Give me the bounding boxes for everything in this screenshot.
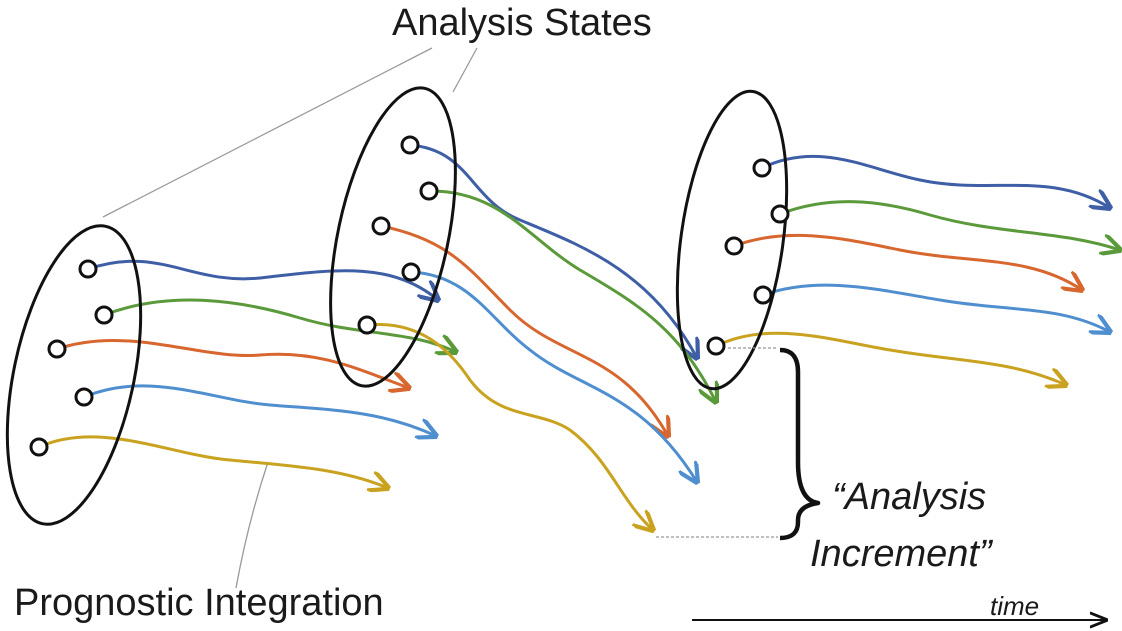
trajectory-orange-3 — [733, 233, 1082, 290]
member-dot — [78, 259, 98, 279]
trajectory-yellow-3 — [715, 331, 1066, 385]
analysis-increment-label-line1: “Analysis — [832, 476, 987, 518]
prognostic-integration-label: Prognostic Integration — [14, 582, 384, 624]
member-dot — [371, 216, 391, 236]
member-dot — [724, 236, 744, 256]
trajectory-blue-1 — [87, 259, 438, 300]
trajectory-lightblue-2 — [410, 270, 697, 482]
trajectory-orange-2 — [380, 224, 668, 436]
analysis-state-ellipse-3 — [675, 89, 789, 391]
ensemble-dots — [29, 135, 790, 457]
trajectory-lightblue-3 — [762, 283, 1110, 332]
trajectory-yellow-1 — [38, 435, 388, 488]
member-dot — [94, 305, 114, 325]
trajectory-lightblue-1 — [83, 384, 436, 436]
member-dot — [400, 135, 420, 155]
callout-line-prognostic — [235, 461, 269, 589]
trajectory-green-1 — [103, 298, 456, 352]
callout-line-ellipse-2 — [452, 47, 478, 93]
member-dot — [74, 387, 94, 407]
member-dot — [29, 437, 49, 457]
trajectory-blue-3 — [761, 154, 1110, 208]
callout-line-ellipse-1 — [102, 47, 433, 218]
increment-brace — [779, 347, 821, 541]
member-dot — [706, 336, 726, 356]
trajectory-yellow-2 — [366, 322, 653, 530]
member-dot — [770, 204, 790, 224]
analysis-states-label: Analysis States — [392, 2, 652, 44]
member-dot — [47, 339, 67, 359]
analysis-increment-label-line2: Increment” — [810, 533, 992, 575]
member-dot — [419, 181, 439, 201]
member-dot — [357, 315, 377, 335]
analysis-state-ellipse-2 — [329, 86, 457, 388]
time-axis-label: time — [990, 591, 1040, 621]
trajectory-green-3 — [779, 200, 1120, 250]
member-dot — [401, 262, 421, 282]
analysis-state-ellipse-1 — [5, 224, 143, 526]
member-dot — [752, 158, 772, 178]
trajectory-orange-1 — [56, 339, 409, 388]
member-dot — [753, 285, 773, 305]
